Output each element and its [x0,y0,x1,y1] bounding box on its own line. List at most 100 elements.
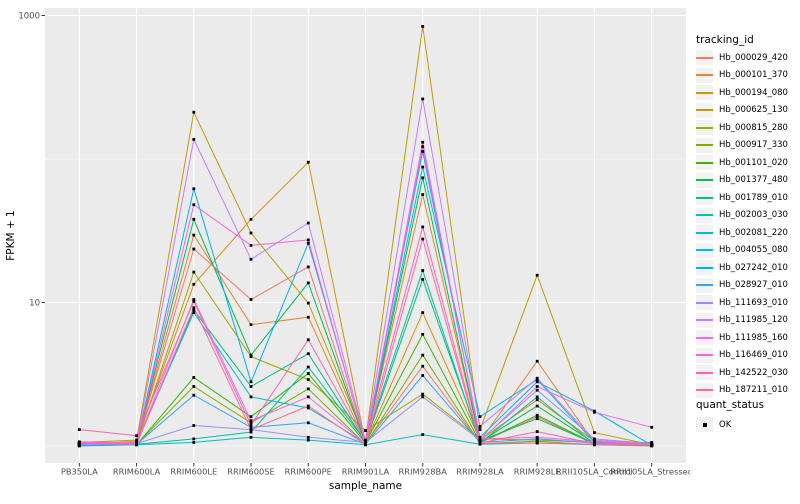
data-point [364,440,367,444]
data-point [192,385,196,388]
data-point [249,425,253,429]
y-tick-label: 1000 [18,12,40,22]
data-point [421,237,425,241]
legend-item-label: Hb_187211_010 [719,385,788,396]
data-point [249,355,253,358]
data-point [421,145,425,148]
x-tick-label: RRIM600SE [227,467,274,477]
legend-panel: tracking_id Hb_000029_420 Hb_000101_370 Hb… [690,0,800,500]
data-point [421,193,425,196]
legend-item-label: Hb_000194_080 [719,87,788,98]
legend-key-line-icon [696,382,713,398]
legend-key-line-icon [696,277,713,293]
x-tick-label: RRIM600PE [285,467,332,477]
legend-item-Hb_111985_160: Hb_111985_160 [696,329,788,347]
legend-item-label: Hb_111985_160 [719,332,788,343]
legend-item-Hb_002003_030: Hb_002003_030 [696,207,788,225]
x-tick-label: RRIM928LE [514,467,561,477]
legend-item-label: Hb_002081_220 [719,227,788,238]
data-point [192,424,196,427]
data-point [192,217,196,221]
data-point [535,273,539,277]
legend-item-Hb_028927_010: Hb_028927_010 [696,277,788,295]
data-point [535,385,539,388]
data-point [249,353,253,357]
legend-key-line-icon [696,190,713,206]
x-tick-label: RRIM600LA [113,467,161,477]
data-point [306,301,310,305]
data-point [249,421,253,425]
data-point [650,425,654,429]
legend-item-label: Hb_027242_010 [719,262,788,273]
legend-item-label: Hb_001377_480 [719,175,788,186]
data-point [593,410,596,414]
data-point [249,231,253,235]
data-point [192,311,196,314]
x-tick-label: RRIM928LA [456,467,504,477]
data-point [192,187,196,191]
data-point [306,406,310,410]
data-point [306,338,310,342]
legend-item-Hb_000917_330: Hb_000917_330 [696,137,788,155]
data-point [535,395,539,399]
data-point [135,438,138,442]
data-point [192,441,196,444]
legend-item-label: Hb_028927_010 [719,280,788,291]
data-point [421,392,425,396]
data-point [77,428,81,431]
data-point [364,429,367,432]
legend-items-tracking-id: Hb_000029_420 Hb_000101_370 Hb_000194_080 H… [696,49,788,399]
data-point [421,269,425,272]
data-point [421,364,425,368]
data-point [192,437,196,441]
legend-key-line-icon [696,260,713,276]
legend-item-Hb_000625_130: Hb_000625_130 [696,102,788,120]
data-point [535,415,539,419]
data-point [421,176,425,180]
data-point [306,241,310,245]
data-point [421,225,425,229]
legend-key-line-icon [696,242,713,258]
data-point [192,233,196,237]
data-point [421,395,425,399]
data-point [535,376,539,380]
data-point [306,438,310,442]
data-point [421,25,425,28]
legend-key-line-icon [696,347,713,363]
data-point [478,415,482,419]
data-point [192,282,196,286]
legend-item-Hb_001377_480: Hb_001377_480 [696,172,788,190]
legend-item-Hb_004055_080: Hb_004055_080 [696,242,788,260]
data-point [421,97,425,101]
legend-item-label: Hb_116469_010 [719,350,788,361]
data-point [306,365,310,369]
data-point [306,404,310,408]
legend-item-label: OK [719,419,732,430]
data-point [249,435,253,439]
y-tick-label: 10 [29,299,40,309]
legend-item-label: Hb_001789_010 [719,192,788,203]
data-point [306,265,310,269]
data-point [192,247,196,251]
data-point [421,150,425,153]
data-point [192,138,196,141]
legend-item-Hb_000815_280: Hb_000815_280 [696,119,788,137]
data-point [192,110,196,114]
data-point [535,430,539,433]
data-point [535,435,539,439]
legend-key-line-icon [696,50,713,66]
data-point [478,435,482,439]
y-axis-title: FPKM + 1 [5,210,17,260]
legend-item-label: Hb_002003_030 [719,210,788,221]
data-point [249,380,253,384]
legend-item-label: Hb_001101_020 [719,157,788,168]
legend-item-quant-OK: OK [696,416,731,434]
data-point [593,438,596,442]
data-point [192,393,196,397]
data-point [249,419,253,423]
legend-item-label: Hb_000029_420 [719,52,788,63]
data-point [249,423,253,427]
line-chart: 10 1000 PB350LA RRIM600LA RRIM600LE RRIM600SE… [5,8,693,492]
data-point [306,352,310,356]
